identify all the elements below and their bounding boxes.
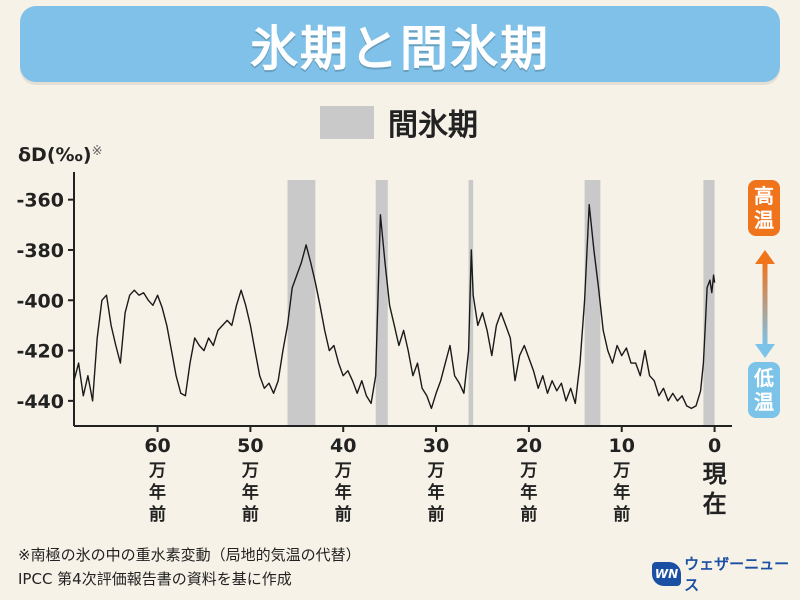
- page-title: 氷期と間氷期: [249, 21, 550, 77]
- legend-label: 間氷期: [388, 108, 478, 143]
- legend: 間氷期: [320, 104, 478, 143]
- x-tick-unit-char-60-0: 万: [148, 461, 166, 481]
- y-tick-label--440: -440: [16, 391, 64, 413]
- x-tick-unit-char-60-1: 年: [149, 482, 166, 503]
- y-tick-label--400: -400: [16, 290, 64, 312]
- x-tick-label-10: 10: [609, 435, 635, 457]
- title-banner: 氷期と間氷期: [20, 6, 780, 82]
- y-axis-label: δD(‰)※: [18, 144, 102, 166]
- low-temperature-badge: 低温: [748, 362, 780, 418]
- x-tick-unit-char-10-0: 万: [612, 461, 630, 481]
- legend-swatch: [320, 105, 374, 139]
- x-tick-unit-char-0-1: 在: [703, 490, 727, 518]
- logo-text: ウェザーニュース: [684, 555, 790, 594]
- interglacial-band-3: [584, 180, 601, 426]
- x-tick-unit-char-10-2: 前: [613, 504, 630, 525]
- y-axis-label-note: ※: [91, 144, 103, 159]
- x-tick-unit-char-50-1: 年: [242, 482, 259, 503]
- high-temperature-badge: 高温: [748, 180, 780, 236]
- y-tick-label--360: -360: [16, 190, 64, 212]
- x-tick-unit-char-20-0: 万: [519, 461, 537, 481]
- x-tick-label-50: 50: [237, 435, 263, 457]
- interglacial-band-2: [468, 180, 474, 426]
- footnote-source-note: ※南極の氷の中の重水素変動（局地的気温の代替）: [18, 546, 361, 564]
- x-tick-unit-char-50-2: 前: [242, 504, 259, 525]
- x-tick-label-40: 40: [330, 435, 356, 457]
- x-tick-label-30: 30: [423, 435, 449, 457]
- x-tick-label-60: 60: [144, 435, 170, 457]
- weathernews-logo: WN ウェザーニュース: [652, 555, 800, 594]
- interglacial-band-4: [703, 180, 715, 426]
- x-tick-unit-char-40-0: 万: [334, 461, 352, 481]
- y-tick-label--420: -420: [16, 341, 64, 363]
- x-tick-unit-char-30-1: 年: [428, 482, 445, 503]
- temperature-arrow-icon: [753, 250, 777, 362]
- x-tick-unit-char-40-2: 前: [335, 504, 352, 525]
- x-tick-unit-char-30-0: 万: [427, 461, 445, 481]
- x-tick-unit-char-30-2: 前: [428, 504, 445, 525]
- x-tick-unit-char-0-0: 現: [703, 460, 727, 488]
- x-tick-unit-char-40-1: 年: [335, 482, 352, 503]
- deuterium-series-line: [73, 204, 716, 410]
- x-tick-label-20: 20: [516, 435, 542, 457]
- x-tick-unit-char-20-1: 年: [520, 482, 537, 503]
- footnote-credit: IPCC 第4次評価報告書の資料を基に作成: [18, 570, 292, 588]
- y-axis-label-text: δD(‰): [18, 144, 92, 166]
- x-tick-unit-char-50-0: 万: [241, 461, 259, 481]
- interglacial-band-1: [375, 180, 388, 426]
- x-tick-unit-char-60-2: 前: [149, 504, 166, 525]
- x-tick-unit-char-10-1: 年: [613, 482, 630, 503]
- interglacial-band-0: [287, 180, 316, 426]
- ice-age-chart: -360-380-400-420-44060万年前50万年前40万年前30万年前…: [16, 172, 732, 525]
- x-tick-unit-char-20-2: 前: [520, 504, 537, 525]
- x-tick-label-0: 0: [708, 435, 721, 457]
- logo-mark-icon: WN: [652, 562, 682, 586]
- y-tick-label--380: -380: [16, 240, 64, 262]
